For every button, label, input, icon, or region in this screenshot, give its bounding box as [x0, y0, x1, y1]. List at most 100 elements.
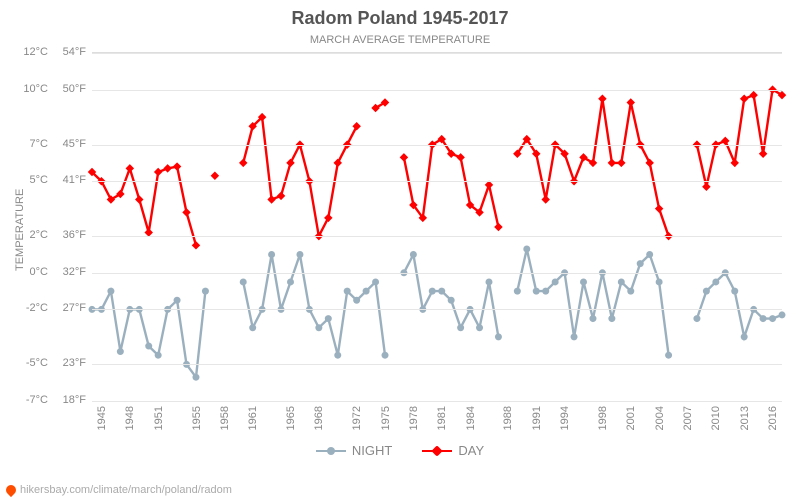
data-point	[769, 315, 776, 322]
chart-svg	[92, 53, 782, 401]
xtick: 1981	[436, 406, 448, 430]
ytick-fahrenheit: 54°F	[52, 46, 90, 58]
xtick: 1948	[124, 406, 136, 430]
gridline	[92, 181, 782, 182]
data-point	[267, 195, 275, 203]
data-point	[324, 214, 332, 222]
data-point	[287, 278, 294, 285]
ytick-celsius: -2°C	[14, 302, 52, 314]
series-line	[517, 249, 668, 355]
ytick-celsius: 2°C	[14, 229, 52, 241]
data-point	[107, 288, 114, 295]
ytick-fahrenheit: 32°F	[52, 266, 90, 278]
data-point	[173, 162, 181, 170]
data-point	[429, 288, 436, 295]
data-point	[353, 297, 360, 304]
data-point	[779, 311, 786, 318]
legend-swatch	[422, 450, 452, 452]
climate-chart: Radom Poland 1945-2017 MARCH AVERAGE TEM…	[0, 0, 800, 500]
data-point	[315, 324, 322, 331]
data-point	[154, 168, 162, 176]
data-point	[239, 159, 247, 167]
data-point	[325, 315, 332, 322]
data-point	[702, 182, 710, 190]
data-point	[372, 278, 379, 285]
data-point	[533, 288, 540, 295]
ytick-celsius: 12°C	[14, 46, 52, 58]
series-line	[517, 99, 668, 236]
series-line	[404, 255, 499, 337]
chart-title: Radom Poland 1945-2017	[0, 8, 800, 29]
data-point	[703, 288, 710, 295]
data-point	[249, 324, 256, 331]
data-point	[627, 98, 635, 106]
data-point	[126, 164, 134, 172]
gridline	[92, 53, 782, 54]
gridline	[92, 273, 782, 274]
xtick: 1972	[351, 406, 363, 430]
data-point	[182, 208, 190, 216]
series-line	[243, 117, 357, 236]
data-point	[334, 352, 341, 359]
ytick-celsius: -5°C	[14, 357, 52, 369]
xtick: 2001	[625, 406, 637, 430]
series-line	[243, 255, 385, 356]
data-point	[448, 297, 455, 304]
ytick-fahrenheit: 50°F	[52, 83, 90, 95]
ytick-fahrenheit: 36°F	[52, 229, 90, 241]
legend-item-night: NIGHT	[316, 443, 392, 458]
data-point	[608, 159, 616, 167]
data-point	[655, 204, 663, 212]
xtick: 1955	[191, 406, 203, 430]
data-point	[542, 288, 549, 295]
data-point	[456, 153, 464, 161]
data-point	[352, 122, 360, 130]
gridline	[92, 401, 782, 402]
data-point	[476, 324, 483, 331]
attribution: hikersbay.com/climate/march/poland/radom	[6, 484, 232, 496]
data-point	[135, 195, 143, 203]
gridline	[92, 90, 782, 91]
gridline	[92, 145, 782, 146]
xtick: 1984	[465, 406, 477, 430]
chart-subtitle: MARCH AVERAGE TEMPERATURE	[0, 34, 800, 46]
data-point	[268, 251, 275, 258]
data-point	[760, 315, 767, 322]
data-point	[192, 241, 200, 249]
xtick: 1978	[408, 406, 420, 430]
data-point	[617, 159, 625, 167]
ytick-celsius: 5°C	[14, 174, 52, 186]
data-point	[523, 245, 530, 252]
xtick: 1961	[247, 406, 259, 430]
data-point	[580, 278, 587, 285]
ytick-celsius: 7°C	[14, 138, 52, 150]
xtick: 2007	[682, 406, 694, 430]
data-point	[296, 251, 303, 258]
series-line	[697, 90, 782, 187]
data-point	[741, 333, 748, 340]
data-point	[155, 352, 162, 359]
gridline	[92, 364, 782, 365]
xtick: 2004	[654, 406, 666, 430]
data-point	[589, 315, 596, 322]
data-point	[656, 278, 663, 285]
legend-label: DAY	[458, 443, 484, 458]
data-point	[277, 192, 285, 200]
xtick: 1991	[531, 406, 543, 430]
data-point	[665, 352, 672, 359]
ytick-fahrenheit: 41°F	[52, 174, 90, 186]
data-point	[485, 278, 492, 285]
ytick-celsius: 10°C	[14, 83, 52, 95]
ytick-fahrenheit: 18°F	[52, 394, 90, 406]
xtick: 1998	[597, 406, 609, 430]
legend: NIGHT DAY	[0, 443, 800, 458]
data-point	[646, 251, 653, 258]
data-point	[344, 288, 351, 295]
plot-area	[92, 52, 782, 402]
data-point	[457, 324, 464, 331]
xtick: 2013	[739, 406, 751, 430]
data-point	[495, 333, 502, 340]
data-point	[334, 159, 342, 167]
legend-item-day: DAY	[422, 443, 484, 458]
series-line	[697, 273, 782, 337]
